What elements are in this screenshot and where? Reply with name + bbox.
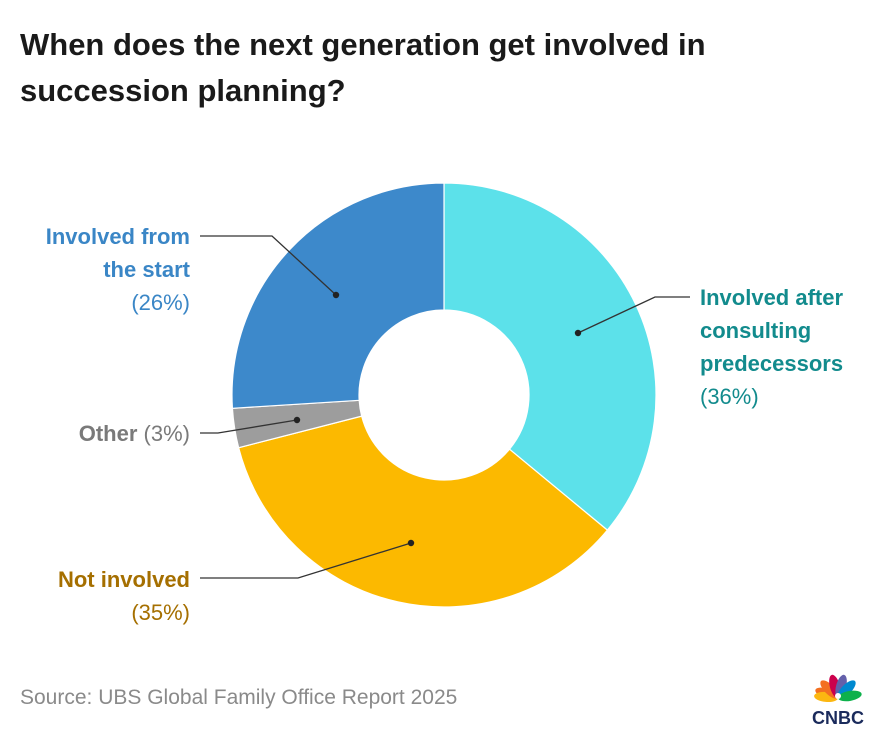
label-after-consulting: Involved after consulting predecessors (… <box>700 281 880 413</box>
logo-text: CNBC <box>812 708 864 728</box>
leader-line-not-involved <box>200 542 412 579</box>
leader-dot-other <box>293 416 301 424</box>
leader-line-from-start <box>200 235 337 296</box>
label-value: (3%) <box>143 421 190 446</box>
cnbc-logo: CNBC <box>812 674 864 728</box>
label-not-involved: Not involved (35%) <box>20 563 190 629</box>
source-note: Source: UBS Global Family Office Report … <box>20 686 458 709</box>
leader-line-other <box>200 419 298 434</box>
label-other: Other (3%) <box>20 417 190 450</box>
label-value: (26%) <box>131 290 190 315</box>
leader-dot-after-consulting <box>574 329 582 337</box>
label-value: (36%) <box>700 384 759 409</box>
label-text: Involved from the start <box>45 224 190 282</box>
label-from-start: Involved from the start (26%) <box>40 220 190 319</box>
leader-line-after-consulting <box>577 296 690 334</box>
label-text: Other <box>78 421 138 446</box>
label-text: Involved after consulting predecessors <box>700 285 844 376</box>
leader-dot-from-start <box>332 291 340 299</box>
leader-dot-not-involved <box>407 539 415 547</box>
chart-title: When does the next generation get involv… <box>20 27 706 108</box>
label-text: Not involved <box>57 567 190 592</box>
label-value: (35%) <box>131 600 190 625</box>
donut-slice-not-involved <box>237 415 609 608</box>
donut-slice-involved-after-consulting-predecessors <box>443 182 657 531</box>
